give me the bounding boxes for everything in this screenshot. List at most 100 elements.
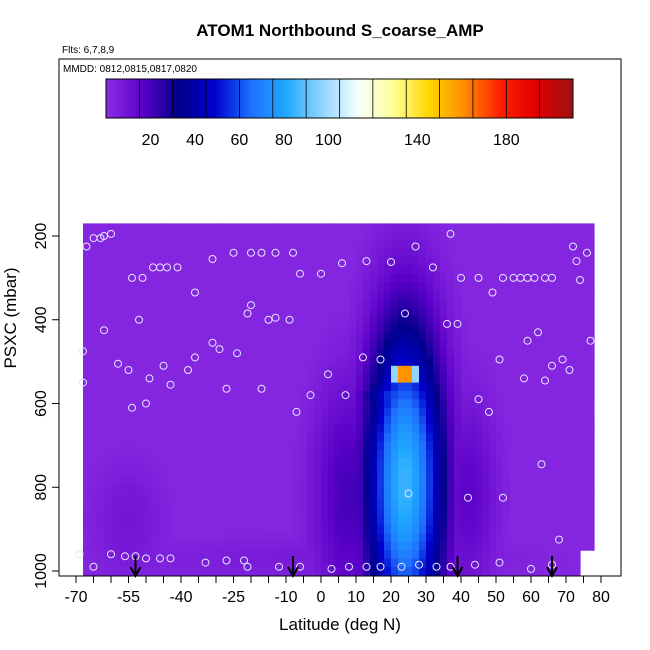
- heatmap-cell: [146, 424, 154, 434]
- heatmap-cell: [181, 307, 189, 317]
- sample-point: [229, 248, 238, 257]
- heatmap-cell: [244, 390, 252, 400]
- heatmap-cell: [244, 550, 252, 560]
- heatmap-cell: [349, 474, 357, 484]
- heatmap-cell: [538, 558, 546, 568]
- heatmap-cell: [342, 516, 350, 526]
- heatmap-cell: [426, 390, 434, 400]
- heatmap-cell: [230, 256, 238, 266]
- heatmap-cell: [209, 516, 217, 526]
- heatmap-cell: [307, 416, 315, 426]
- heatmap-cell: [356, 256, 364, 266]
- heatmap-cell: [580, 449, 588, 459]
- heatmap-cell: [538, 483, 546, 493]
- heatmap-cell: [440, 382, 448, 392]
- heatmap-cell: [419, 382, 427, 392]
- heatmap-cell: [377, 223, 385, 233]
- heatmap-cell: [265, 483, 273, 493]
- heatmap-cell: [216, 307, 224, 317]
- heatmap-cell: [580, 466, 588, 476]
- heatmap-cell: [286, 357, 294, 367]
- heatmap-cell: [412, 231, 420, 241]
- heatmap-cell: [342, 256, 350, 266]
- heatmap-cell: [517, 399, 525, 409]
- heatmap-cell: [139, 516, 147, 526]
- heatmap-cell: [377, 323, 385, 333]
- heatmap-cell: [370, 516, 378, 526]
- heatmap-cell: [223, 508, 231, 518]
- heatmap-cell: [160, 256, 168, 266]
- heatmap-cell: [265, 332, 273, 342]
- sample-point: [89, 562, 98, 571]
- heatmap-cell: [587, 323, 595, 333]
- heatmap-cell: [552, 424, 560, 434]
- heatmap-cell: [216, 516, 224, 526]
- heatmap-cell: [517, 457, 525, 467]
- heatmap-cell: [300, 541, 308, 551]
- heatmap-cell: [328, 223, 336, 233]
- heatmap-cell: [461, 558, 469, 568]
- heatmap-cell: [265, 273, 273, 283]
- heatmap-cell: [356, 499, 364, 509]
- heatmap-cell: [349, 441, 357, 451]
- heatmap-cell: [97, 357, 105, 367]
- sample-point: [443, 319, 451, 328]
- heatmap-cell: [230, 315, 238, 325]
- heatmap-cell: [531, 382, 539, 392]
- heatmap-cell: [104, 499, 112, 509]
- heatmap-cell: [223, 390, 231, 400]
- heatmap-cell: [377, 466, 385, 476]
- heatmap-cell: [321, 441, 329, 451]
- heatmap-cell: [125, 407, 133, 417]
- colorbar-swatch: [369, 79, 374, 118]
- heatmap-cell: [510, 298, 518, 308]
- heatmap-cell: [566, 491, 574, 501]
- heatmap-cell: [272, 298, 280, 308]
- heatmap-cell: [307, 432, 315, 442]
- heatmap-cell: [587, 407, 595, 417]
- heatmap-cell: [244, 290, 252, 300]
- heatmap-cell: [237, 474, 245, 484]
- heatmap-cell: [433, 307, 441, 317]
- heatmap-cell: [377, 231, 385, 241]
- heatmap-cell: [405, 474, 413, 484]
- heatmap-cell: [83, 349, 91, 359]
- heatmap-cell: [174, 441, 182, 451]
- heatmap-cell: [167, 449, 175, 459]
- heatmap-cell: [342, 499, 350, 509]
- heatmap-cell: [468, 399, 476, 409]
- heatmap-cell: [314, 407, 322, 417]
- heatmap-cell: [489, 483, 497, 493]
- heatmap-cell: [132, 290, 140, 300]
- heatmap-cell: [398, 407, 406, 417]
- heatmap-cell: [398, 399, 406, 409]
- heatmap-cell: [104, 240, 112, 250]
- heatmap-cell: [188, 449, 196, 459]
- heatmap-cell: [433, 357, 441, 367]
- heatmap-cell: [97, 273, 105, 283]
- heatmap-cell: [461, 390, 469, 400]
- heatmap-cell: [391, 248, 399, 258]
- heatmap-cell: [384, 483, 392, 493]
- heatmap-cell: [139, 374, 147, 384]
- heatmap-cell: [398, 491, 406, 501]
- heatmap-cell: [321, 365, 329, 375]
- heatmap-cell: [349, 298, 357, 308]
- heatmap-cell: [335, 474, 343, 484]
- colorbar-swatch: [476, 79, 480, 118]
- heatmap-cell: [223, 265, 231, 275]
- heatmap-cell: [307, 282, 315, 292]
- heatmap-cell: [489, 231, 497, 241]
- heatmap-cell: [90, 474, 98, 484]
- heatmap-cell: [482, 323, 490, 333]
- heatmap-cell: [314, 399, 322, 409]
- heatmap-cell: [552, 382, 560, 392]
- heatmap-cell: [342, 399, 350, 409]
- heatmap-cell: [118, 282, 126, 292]
- heatmap-cell: [307, 374, 315, 384]
- heatmap-cell: [321, 524, 329, 534]
- heatmap-cell: [104, 407, 112, 417]
- heatmap-cell: [174, 323, 182, 333]
- sample-point: [107, 229, 115, 238]
- heatmap-cell: [328, 290, 336, 300]
